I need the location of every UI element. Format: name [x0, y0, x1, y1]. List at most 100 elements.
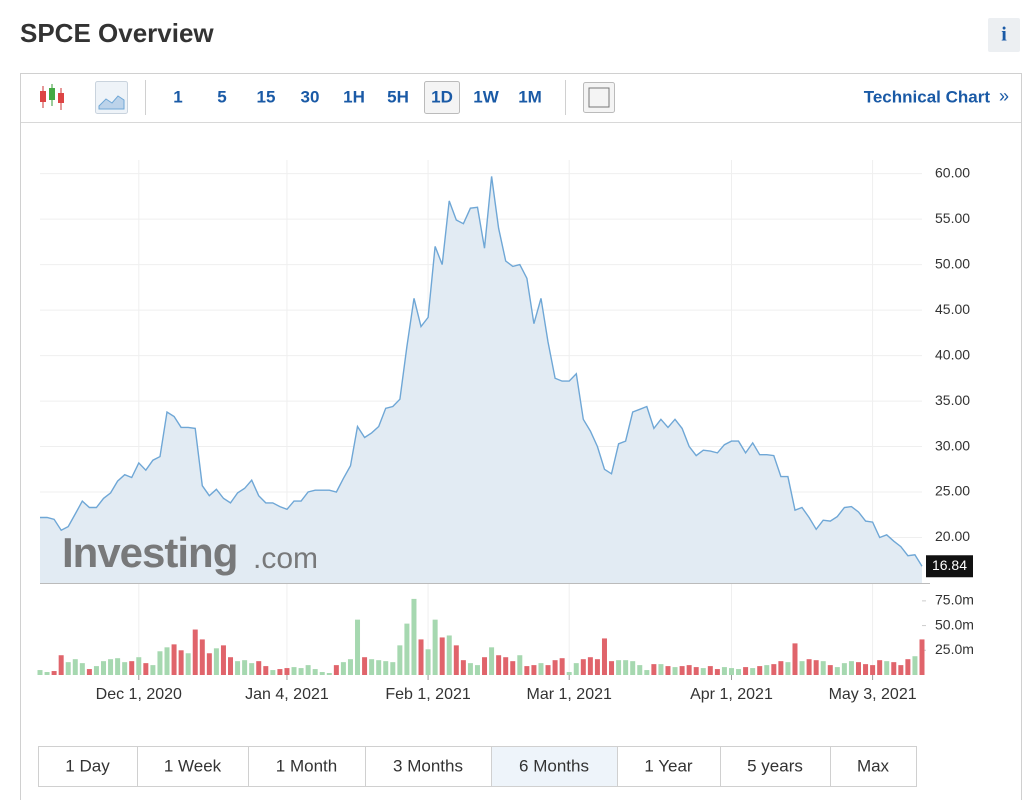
- volume-bar: [482, 657, 488, 675]
- volume-bar: [693, 667, 699, 675]
- volume-bar: [594, 659, 600, 675]
- range-label[interactable]: 1 Year: [644, 756, 693, 775]
- volume-bar: [467, 663, 473, 675]
- volume-bar: [453, 645, 459, 675]
- interval-button[interactable]: 15: [257, 87, 276, 106]
- volume-bar: [51, 671, 57, 675]
- volume-bar: [93, 666, 99, 675]
- volume-bar: [326, 673, 332, 675]
- range-button[interactable]: [617, 746, 721, 787]
- volume-bar: [249, 663, 255, 675]
- interval-button[interactable]: 5H: [387, 87, 409, 106]
- interval-button[interactable]: 1D: [431, 87, 453, 106]
- range-button[interactable]: [491, 746, 618, 787]
- price-line: [40, 176, 923, 567]
- volume-bar: [333, 665, 339, 675]
- volume-bar: [411, 598, 417, 675]
- candle-icon[interactable]: [40, 84, 64, 110]
- volume-bar: [355, 619, 361, 675]
- volume-bar: [418, 639, 424, 675]
- volume-bar: [277, 669, 283, 675]
- range-button[interactable]: [365, 746, 492, 787]
- volume-bar: [580, 659, 586, 675]
- y-tick-label: 50.00: [935, 255, 970, 271]
- range-button[interactable]: [830, 746, 917, 787]
- chevron[interactable]: »: [999, 86, 1009, 106]
- volume-bar: [164, 647, 170, 675]
- volume-bar: [108, 659, 114, 675]
- volume-bar: [383, 661, 389, 675]
- volume-bar: [503, 657, 509, 675]
- volume-bar: [171, 644, 177, 675]
- volume-bar: [912, 656, 918, 675]
- volume-bar: [714, 669, 720, 675]
- range-label[interactable]: 1 Month: [276, 756, 337, 775]
- y-tick-label: 30.00: [935, 437, 970, 453]
- volume-bar: [347, 659, 353, 675]
- volume-bar: [919, 639, 925, 675]
- last-value-tag: [926, 555, 973, 578]
- volume-bar: [848, 661, 854, 675]
- volume-bar: [213, 648, 219, 675]
- volume-bar: [721, 667, 727, 675]
- volume-bar: [185, 653, 191, 675]
- interval-button[interactable]: 1W: [473, 87, 499, 106]
- range-button[interactable]: [137, 746, 249, 787]
- volume-bar: [686, 665, 692, 675]
- volume-bar: [651, 664, 657, 675]
- info-icon[interactable]: i: [1001, 24, 1007, 46]
- range-label[interactable]: 1 Day: [65, 756, 110, 775]
- volume-bar: [531, 665, 537, 675]
- volume-bar: [587, 657, 593, 675]
- volume-bar: [785, 662, 791, 675]
- range-label[interactable]: 3 Months: [393, 756, 463, 775]
- technical-chart-link[interactable]: Technical Chart: [864, 87, 991, 106]
- volume-bar: [764, 665, 770, 675]
- volume-bar: [524, 666, 530, 675]
- volume-bar: [834, 667, 840, 675]
- volume-bar: [891, 662, 897, 675]
- range-label[interactable]: 1 Week: [164, 756, 222, 775]
- volume-bar: [404, 623, 410, 675]
- volume-bar: [510, 661, 516, 675]
- range-label[interactable]: 6 Months: [519, 756, 589, 775]
- interval-active-box[interactable]: [424, 81, 460, 114]
- info-button[interactable]: [988, 18, 1020, 52]
- range-button[interactable]: [38, 746, 138, 787]
- volume-tick-label: 75.0m: [935, 592, 974, 608]
- interval-button[interactable]: 1M: [518, 87, 542, 106]
- volume-bar: [616, 660, 622, 675]
- volume-bar: [609, 661, 615, 675]
- volume-bar: [178, 650, 184, 675]
- volume-bar: [827, 665, 833, 675]
- volume-bar: [129, 661, 135, 675]
- range-label[interactable]: 5 years: [747, 756, 803, 775]
- volume-bar: [545, 665, 551, 675]
- interval-button[interactable]: 30: [301, 87, 320, 106]
- interval-button[interactable]: 5: [217, 87, 226, 106]
- range-label[interactable]: Max: [857, 756, 890, 775]
- x-tick-label: Dec 1, 2020: [96, 686, 182, 703]
- volume-bar: [446, 635, 452, 675]
- volume-bar: [101, 661, 107, 675]
- volume-bar: [390, 662, 396, 675]
- volume-bar: [270, 670, 276, 675]
- y-tick-label: 40.00: [935, 346, 970, 362]
- volume-bar: [905, 659, 911, 675]
- volume-bar: [665, 666, 671, 675]
- volume-bar: [707, 666, 713, 675]
- volume-bar: [79, 663, 85, 675]
- volume-bar: [623, 660, 629, 675]
- volume-bar: [298, 668, 304, 675]
- volume-bar: [757, 666, 763, 675]
- volume-bar: [122, 662, 128, 675]
- interval-button[interactable]: 1H: [343, 87, 365, 106]
- volume-bar: [425, 649, 431, 675]
- watermark-brand: Investing: [62, 529, 237, 576]
- range-button[interactable]: [720, 746, 831, 787]
- volume-bar: [877, 660, 883, 675]
- volume-bar: [792, 643, 798, 675]
- volume-bar: [778, 661, 784, 675]
- interval-button[interactable]: 1: [173, 87, 182, 106]
- layout-icon[interactable]: [583, 82, 615, 113]
